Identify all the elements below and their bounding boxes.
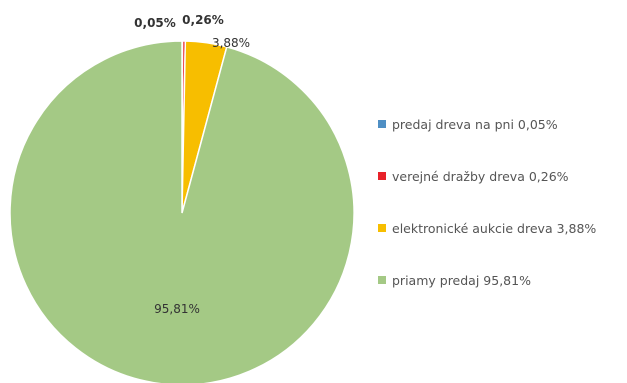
legend-item-elektronicke-aukcie-dreva: elektronické aukcie dreva 3,88% [378, 218, 596, 238]
legend-label: priamy predaj 95,81% [392, 272, 531, 288]
legend-label: elektronické aukcie dreva 3,88% [392, 220, 597, 236]
legend-swatch [378, 120, 386, 128]
data-label-3: 95,81% [154, 302, 200, 316]
data-label-2: 3,88% [212, 36, 250, 50]
legend-item-priamy-predaj: priamy predaj 95,81% [378, 270, 596, 290]
pie-slices [9, 40, 355, 383]
data-label-1: 0,26% [182, 13, 224, 27]
legend-label: verejné dražby dreva 0,26% [392, 168, 569, 184]
legend-swatch [378, 172, 386, 180]
legend-item-verejne-drazby-dreva: verejné dražby dreva 0,26% [378, 166, 596, 186]
legend: predaj dreva na pni 0,05% verejné dražby… [378, 114, 596, 322]
data-labels: 0,05% 0,26% 3,88% 95,81% [134, 13, 250, 316]
legend-label: predaj dreva na pni 0,05% [392, 116, 558, 132]
pie-slice-3 [9, 40, 355, 383]
legend-item-predaj-dreva-na-pni: predaj dreva na pni 0,05% [378, 114, 596, 134]
data-label-0: 0,05% [134, 16, 176, 30]
legend-swatch [378, 224, 386, 232]
legend-swatch [378, 276, 386, 284]
